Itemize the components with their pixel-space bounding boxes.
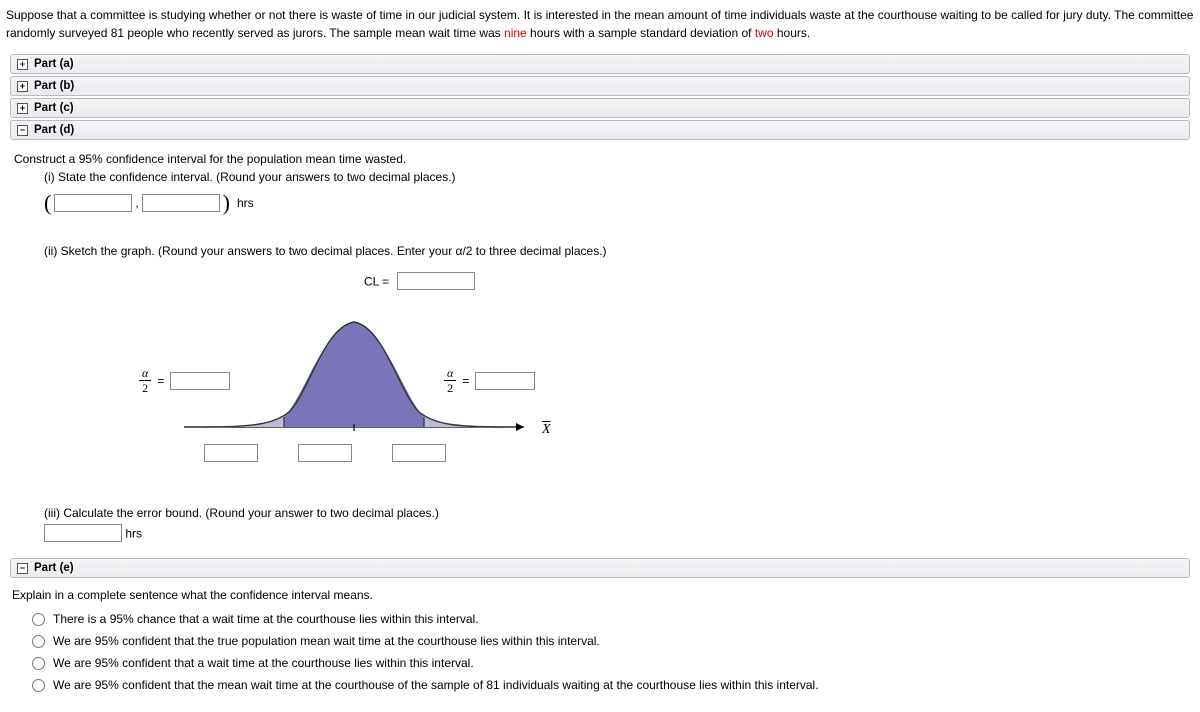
part-c-label: Part (c) bbox=[34, 102, 74, 114]
part-b-label: Part (b) bbox=[34, 80, 74, 92]
part-d-ii-label: (ii) Sketch the graph. (Round your answe… bbox=[44, 244, 1186, 258]
option-text-0: There is a 95% chance that a wait time a… bbox=[53, 612, 479, 626]
ci-upper-input[interactable] bbox=[142, 194, 220, 212]
option-radio-1[interactable] bbox=[32, 635, 45, 648]
part-d-intro: Construct a 95% confidence interval for … bbox=[14, 152, 1186, 166]
axis-input-row bbox=[204, 444, 446, 462]
axis-mean-input[interactable] bbox=[298, 444, 352, 462]
cl-row: CL = bbox=[364, 272, 475, 290]
part-d-iii: (iii) Calculate the error bound. (Round … bbox=[44, 506, 1186, 542]
alpha-over-2-left: α 2 bbox=[139, 367, 151, 394]
alpha2-right-input[interactable] bbox=[475, 372, 535, 390]
eq-right: = bbox=[462, 374, 469, 388]
axis-upper-input[interactable] bbox=[392, 444, 446, 462]
axis-lower-input[interactable] bbox=[204, 444, 258, 462]
stem-text-2: hours with a sample standard deviation o… bbox=[527, 26, 755, 40]
ci-unit: hrs bbox=[237, 196, 254, 210]
option-radio-2[interactable] bbox=[32, 657, 45, 670]
part-c-header[interactable]: + Part (c) bbox=[10, 98, 1190, 118]
alpha-right-row: α 2 = bbox=[444, 367, 535, 394]
ci-input-row: ( , ) hrs bbox=[44, 190, 1186, 216]
part-d-header[interactable]: − Part (d) bbox=[10, 120, 1190, 140]
open-paren: ( bbox=[44, 190, 51, 216]
ci-lower-input[interactable] bbox=[54, 194, 132, 212]
part-a-label: Part (a) bbox=[34, 58, 74, 70]
error-bound-input[interactable] bbox=[44, 524, 122, 542]
option-text-2: We are 95% confident that a wait time at… bbox=[53, 656, 474, 670]
part-d-body: Construct a 95% confidence interval for … bbox=[4, 142, 1196, 556]
collapse-icon: − bbox=[17, 563, 28, 574]
expand-icon: + bbox=[17, 81, 28, 92]
option-radio-3[interactable] bbox=[32, 679, 45, 692]
option-row-3[interactable]: We are 95% confident that the mean wait … bbox=[32, 674, 1188, 696]
alpha-num: α bbox=[444, 367, 456, 381]
alpha-num: α bbox=[139, 367, 151, 381]
alpha-over-2-right: α 2 bbox=[444, 367, 456, 394]
option-text-3: We are 95% confident that the mean wait … bbox=[53, 678, 819, 692]
expand-icon: + bbox=[17, 103, 28, 114]
alpha-den: 2 bbox=[142, 381, 148, 394]
collapse-icon: − bbox=[17, 125, 28, 136]
part-e-prompt: Explain in a complete sentence what the … bbox=[12, 588, 1188, 602]
option-text-1: We are 95% confident that the true popul… bbox=[53, 634, 600, 648]
part-d-i-label: (i) State the confidence interval. (Roun… bbox=[44, 170, 1186, 184]
part-d-iii-label: (iii) Calculate the error bound. (Round … bbox=[44, 506, 1186, 520]
part-e-header[interactable]: − Part (e) bbox=[10, 558, 1190, 578]
eq-left: = bbox=[157, 374, 164, 388]
option-radio-0[interactable] bbox=[32, 613, 45, 626]
comma: , bbox=[135, 196, 138, 210]
part-e-label: Part (e) bbox=[34, 562, 74, 574]
x-bar-label: X bbox=[542, 422, 551, 438]
cl-input[interactable] bbox=[397, 272, 475, 290]
problem-stem: Suppose that a committee is studying whe… bbox=[4, 4, 1196, 52]
expand-icon: + bbox=[17, 59, 28, 70]
stem-highlight-1: nine bbox=[504, 26, 527, 40]
option-row-2[interactable]: We are 95% confident that a wait time at… bbox=[32, 652, 1188, 674]
option-row-1[interactable]: We are 95% confident that the true popul… bbox=[32, 630, 1188, 652]
part-d-label: Part (d) bbox=[34, 124, 74, 136]
cl-equals: CL = bbox=[364, 275, 389, 289]
option-row-0[interactable]: There is a 95% chance that a wait time a… bbox=[32, 608, 1188, 630]
stem-text-3: hours. bbox=[774, 26, 811, 40]
part-e-options: There is a 95% chance that a wait time a… bbox=[32, 608, 1188, 696]
alpha-den: 2 bbox=[447, 381, 453, 394]
part-b-header[interactable]: + Part (b) bbox=[10, 76, 1190, 96]
error-bound-unit: hrs bbox=[125, 527, 142, 541]
part-a-header[interactable]: + Part (a) bbox=[10, 54, 1190, 74]
close-paren: ) bbox=[223, 190, 230, 216]
graph-area: CL = α 2 = bbox=[134, 272, 594, 482]
part-e-body: Explain in a complete sentence what the … bbox=[4, 580, 1196, 708]
stem-highlight-2: two bbox=[755, 26, 774, 40]
